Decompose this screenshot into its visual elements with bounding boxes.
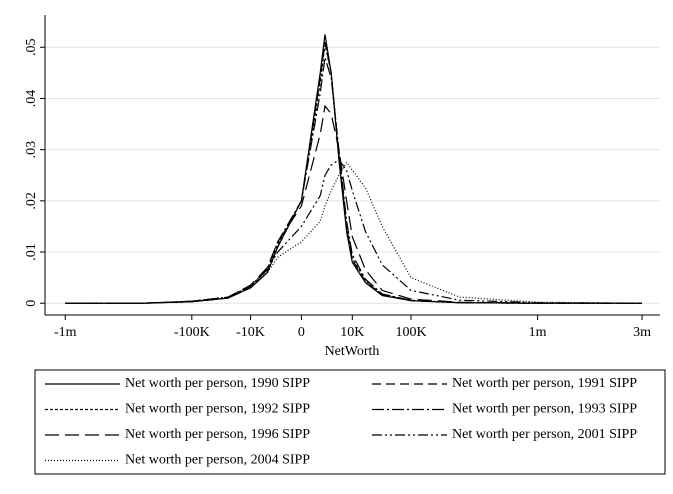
legend-label: Net worth per person, 1992 SIPP [125,402,310,417]
density-line [65,159,643,304]
x-tick-label: 10K [340,325,364,340]
x-tick-label: -10K [236,325,265,340]
legend-label: Net worth per person, 1996 SIPP [125,427,310,442]
legend-label: Net worth per person, 1990 SIPP [125,376,310,391]
legend-label: Net worth per person, 1993 SIPP [452,402,637,417]
x-tick-label: -100K [174,325,210,340]
legend-label: Net worth per person, 2004 SIPP [125,453,310,468]
legend-label: Net worth per person, 2001 SIPP [452,427,637,442]
y-tick-label: .01 [24,243,39,260]
x-axis-label: NetWorth [325,344,380,359]
y-tick-label: .05 [24,39,39,57]
density-line [65,161,643,304]
x-tick-label: 0 [298,325,305,340]
legend-box [34,369,666,475]
y-tick-label: .04 [24,90,39,108]
x-tick-label: 3m [633,325,651,340]
density-line [65,57,642,304]
x-tick-label: 1m [529,325,547,340]
y-tick-label: .02 [24,192,39,210]
y-tick-label: .03 [24,141,39,159]
x-tick-label: 100K [395,325,426,340]
x-tick-label: -1m [54,325,77,340]
y-tick-label: 0 [24,300,39,307]
legend-label: Net worth per person, 1991 SIPP [452,376,637,391]
